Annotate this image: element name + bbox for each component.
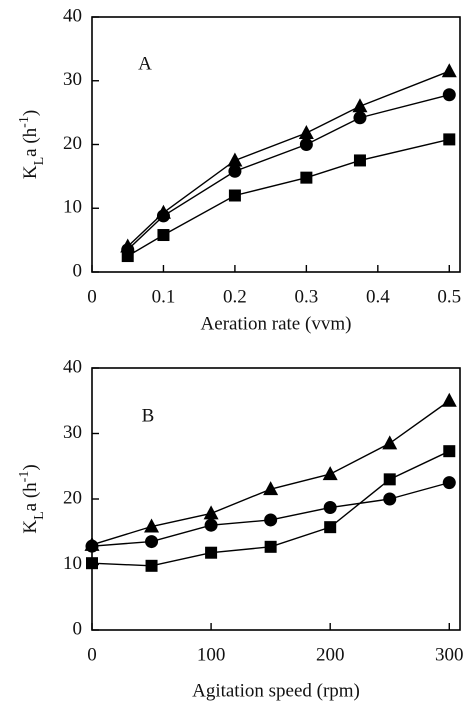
x-tick-label: 100 <box>197 644 226 665</box>
marker <box>352 98 368 113</box>
marker <box>300 171 313 184</box>
marker <box>264 540 277 553</box>
y-tick-label: 10 <box>63 553 82 574</box>
marker <box>228 164 242 178</box>
marker <box>263 481 279 496</box>
y-label-part: K <box>20 520 41 534</box>
x-tick-label: 0.4 <box>366 286 390 307</box>
series-line <box>127 70 450 248</box>
y-label-part: ) <box>20 110 41 116</box>
marker <box>298 125 314 140</box>
y-label-part: a (h <box>20 127 41 157</box>
y-tick-label: 40 <box>63 356 82 377</box>
y-tick-label: 0 <box>73 260 83 281</box>
y-tick-label: 30 <box>63 422 82 443</box>
marker <box>145 559 158 572</box>
marker <box>227 152 243 167</box>
x-tick-label: 0 <box>87 644 97 665</box>
marker <box>144 518 160 533</box>
marker <box>382 435 398 450</box>
marker <box>353 111 367 125</box>
series-line <box>127 94 450 251</box>
y-tick-label: 20 <box>63 133 82 154</box>
marker <box>86 557 98 570</box>
annotation: A <box>138 53 152 74</box>
x-tick-label: 0.1 <box>152 286 176 307</box>
y-label-part: L <box>32 157 47 166</box>
x-tick-label: 200 <box>316 644 345 665</box>
x-axis-label: Agitation speed (rpm) <box>192 680 360 701</box>
y-label-part: ) <box>20 464 41 470</box>
marker <box>203 505 219 520</box>
marker <box>441 63 457 78</box>
y-axis-label: KLa (h-1) <box>17 110 47 179</box>
y-tick-label: 40 <box>63 5 82 26</box>
marker <box>442 88 456 102</box>
marker <box>443 133 456 146</box>
marker <box>157 229 170 242</box>
y-label-part: -1 <box>17 116 32 128</box>
marker <box>228 189 241 202</box>
series-line <box>127 138 450 257</box>
x-axis-label: Aeration rate (vvm) <box>201 313 352 334</box>
marker <box>121 250 134 263</box>
y-tick-label: 10 <box>63 197 82 218</box>
marker <box>383 473 396 486</box>
marker <box>443 445 456 458</box>
annotation: B <box>142 405 155 426</box>
x-tick-label: 0.2 <box>223 286 247 307</box>
y-tick-label: 30 <box>63 69 82 90</box>
x-tick-label: 0 <box>87 286 97 307</box>
y-label-part: K <box>20 165 41 179</box>
y-tick-label: 0 <box>73 618 83 639</box>
marker <box>323 501 337 515</box>
x-tick-label: 300 <box>435 644 464 665</box>
y-axis-label: KLa (h-1) <box>17 464 47 533</box>
marker <box>204 518 218 532</box>
x-tick-label: 0.5 <box>437 286 461 307</box>
y-label-part: a (h <box>20 482 41 512</box>
marker <box>264 513 278 527</box>
y-label-part: -1 <box>17 471 32 483</box>
marker <box>383 492 397 506</box>
marker <box>353 154 366 167</box>
x-tick-label: 0.3 <box>294 286 318 307</box>
marker <box>299 138 313 151</box>
marker <box>145 535 159 549</box>
y-label-part: L <box>32 511 47 520</box>
marker <box>205 546 218 559</box>
marker <box>322 466 338 481</box>
y-tick-label: 20 <box>63 487 82 508</box>
marker <box>441 392 457 407</box>
marker <box>156 209 170 223</box>
marker <box>442 476 456 490</box>
marker <box>85 539 99 553</box>
marker <box>324 521 337 534</box>
